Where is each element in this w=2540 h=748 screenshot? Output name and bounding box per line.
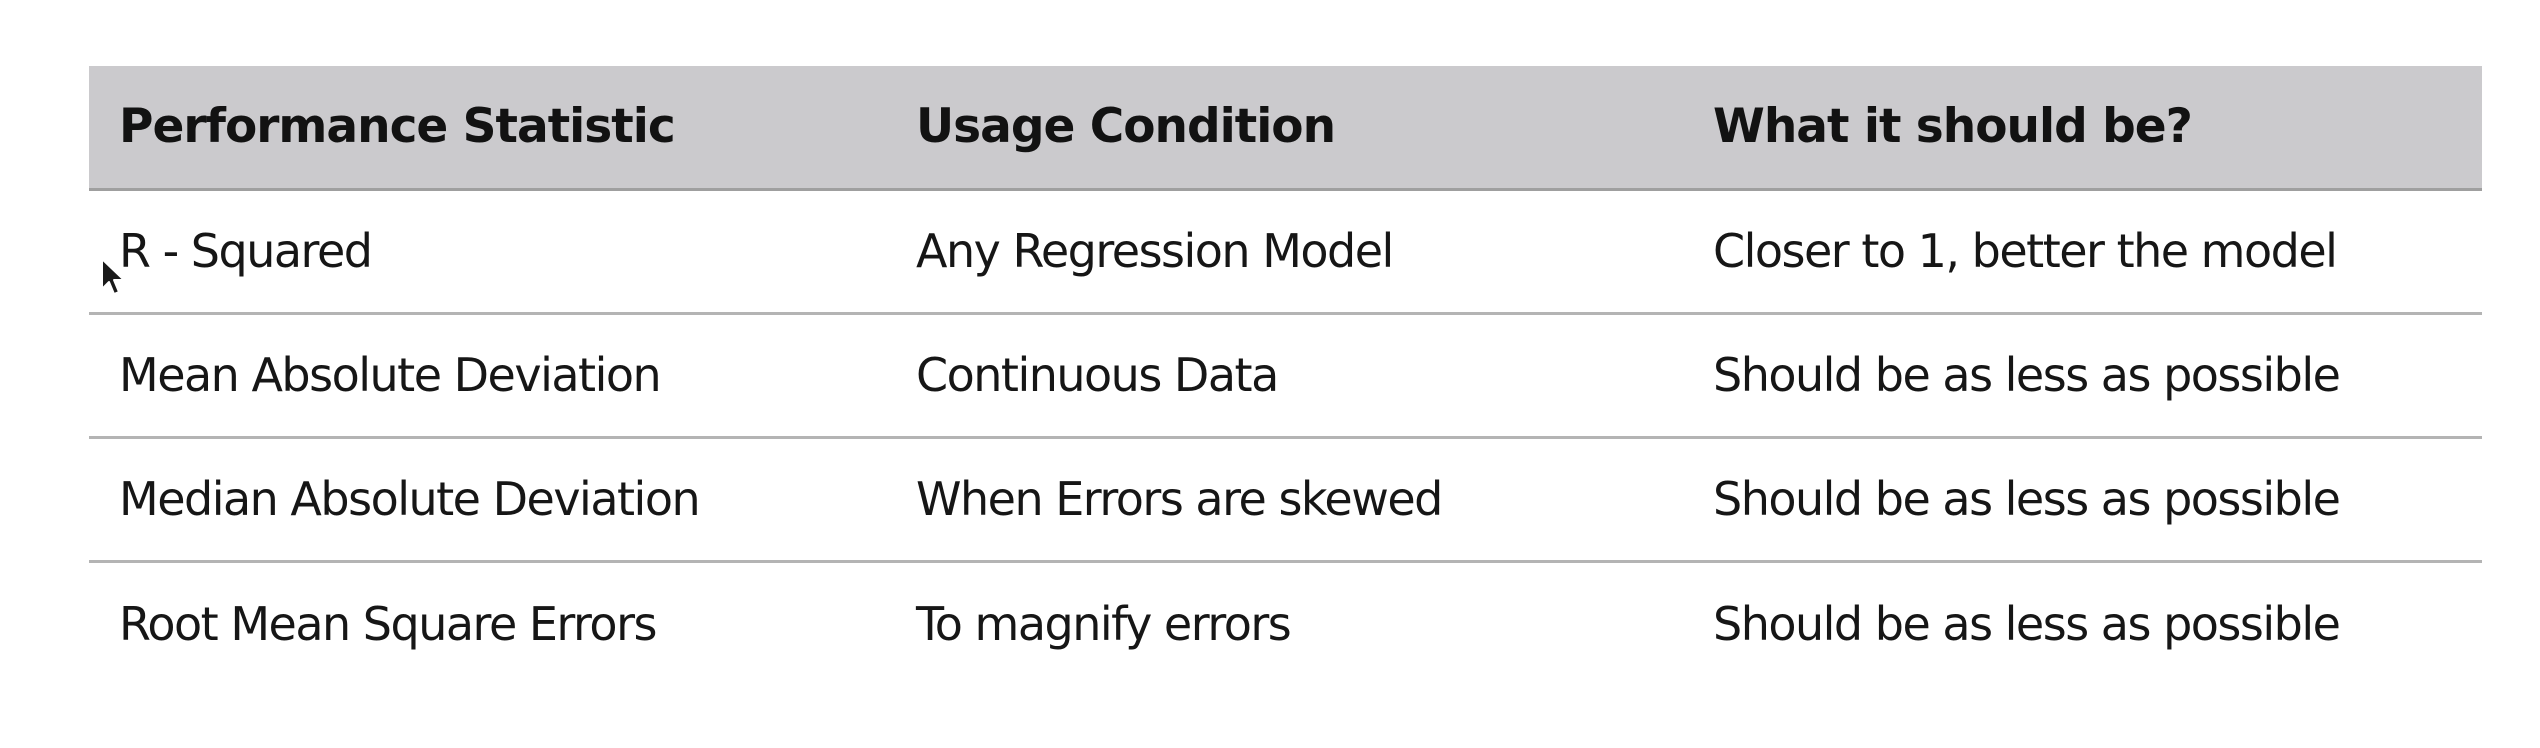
performance-statistics-table: Performance Statistic Usage Condition Wh… [89, 66, 2482, 685]
mouse-pointer-icon [101, 258, 125, 295]
table-cell-target: Should be as less as possible [1683, 311, 2482, 437]
performance-statistics-table-container: Performance Statistic Usage Condition Wh… [89, 66, 2482, 685]
column-header-usage-condition: Usage Condition [886, 66, 1683, 191]
table-row: Root Mean Square Errors To magnify error… [89, 559, 2482, 685]
table-header-row: Performance Statistic Usage Condition Wh… [89, 66, 2482, 191]
column-header-what-it-should-be: What it should be? [1683, 66, 2482, 191]
table-cell-target: Should be as less as possible [1683, 559, 2482, 685]
table-cell-statistic: Median Absolute Deviation [89, 435, 886, 561]
table-cell-usage: Continuous Data [886, 311, 1683, 437]
column-header-performance-statistic: Performance Statistic [89, 66, 886, 191]
table-row: Median Absolute Deviation When Errors ar… [89, 435, 2482, 561]
table-cell-usage: Any Regression Model [916, 224, 1394, 278]
table-cell-target: Should be as less as possible [1683, 435, 2482, 561]
table-row: R - Squared Any Regression Model Closer … [89, 189, 2482, 313]
table-cell-target: Closer to 1, better the model [1713, 224, 2338, 278]
table-body: R - Squared Any Regression Model Closer … [89, 189, 2482, 685]
table-cell-statistic: Mean Absolute Deviation [89, 311, 886, 437]
table-cell-usage: To magnify errors [886, 559, 1683, 685]
table-cell-statistic: Root Mean Square Errors [89, 559, 886, 685]
table-cell-statistic: R - Squared [119, 224, 373, 278]
table-row: Mean Absolute Deviation Continuous Data … [89, 311, 2482, 437]
table-cell-usage: When Errors are skewed [886, 435, 1683, 561]
table-header: Performance Statistic Usage Condition Wh… [89, 66, 2482, 191]
